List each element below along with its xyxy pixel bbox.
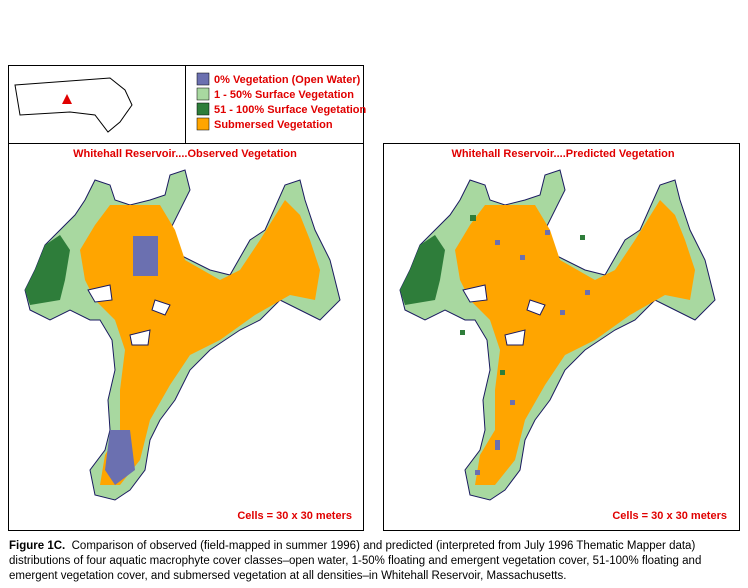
state-outline [14, 77, 133, 133]
cell-note: Cells = 30 x 30 meters [612, 510, 727, 522]
figure: 0% Vegetation (Open Water) 1 - 50% Surfac… [8, 65, 740, 531]
legend-label: Submersed Vegetation [214, 119, 333, 131]
legend-swatch [196, 87, 210, 101]
caption-label: Figure 1C. [9, 540, 66, 552]
legend-label: 51 - 100% Surface Vegetation [214, 104, 367, 116]
predicted-map [399, 169, 716, 501]
legend-swatch [196, 117, 210, 131]
observed-map [24, 169, 341, 501]
panel-title: Whitehall Reservoir....Predicted Vegetat… [451, 148, 674, 160]
panel-frame [8, 143, 364, 531]
cell-note: Cells = 30 x 30 meters [237, 510, 352, 522]
legend-label: 0% Vegetation (Open Water) [214, 74, 361, 86]
panel-frame [383, 143, 740, 531]
open-water [133, 236, 158, 276]
legend-swatch [196, 102, 210, 116]
caption: Figure 1C. Comparison of observed (field… [9, 539, 739, 584]
panel-title: Whitehall Reservoir....Observed Vegetati… [73, 148, 297, 160]
legend-swatch [196, 72, 210, 86]
site-marker [62, 94, 72, 104]
predicted-cells [475, 230, 590, 475]
open-water [105, 430, 135, 485]
caption-text: Comparison of observed (field-mapped in … [9, 540, 702, 582]
legend-label: 1 - 50% Surface Vegetation [214, 89, 354, 101]
predicted-cells [415, 215, 585, 375]
legend: 0% Vegetation (Open Water) 1 - 50% Surfac… [196, 72, 367, 131]
